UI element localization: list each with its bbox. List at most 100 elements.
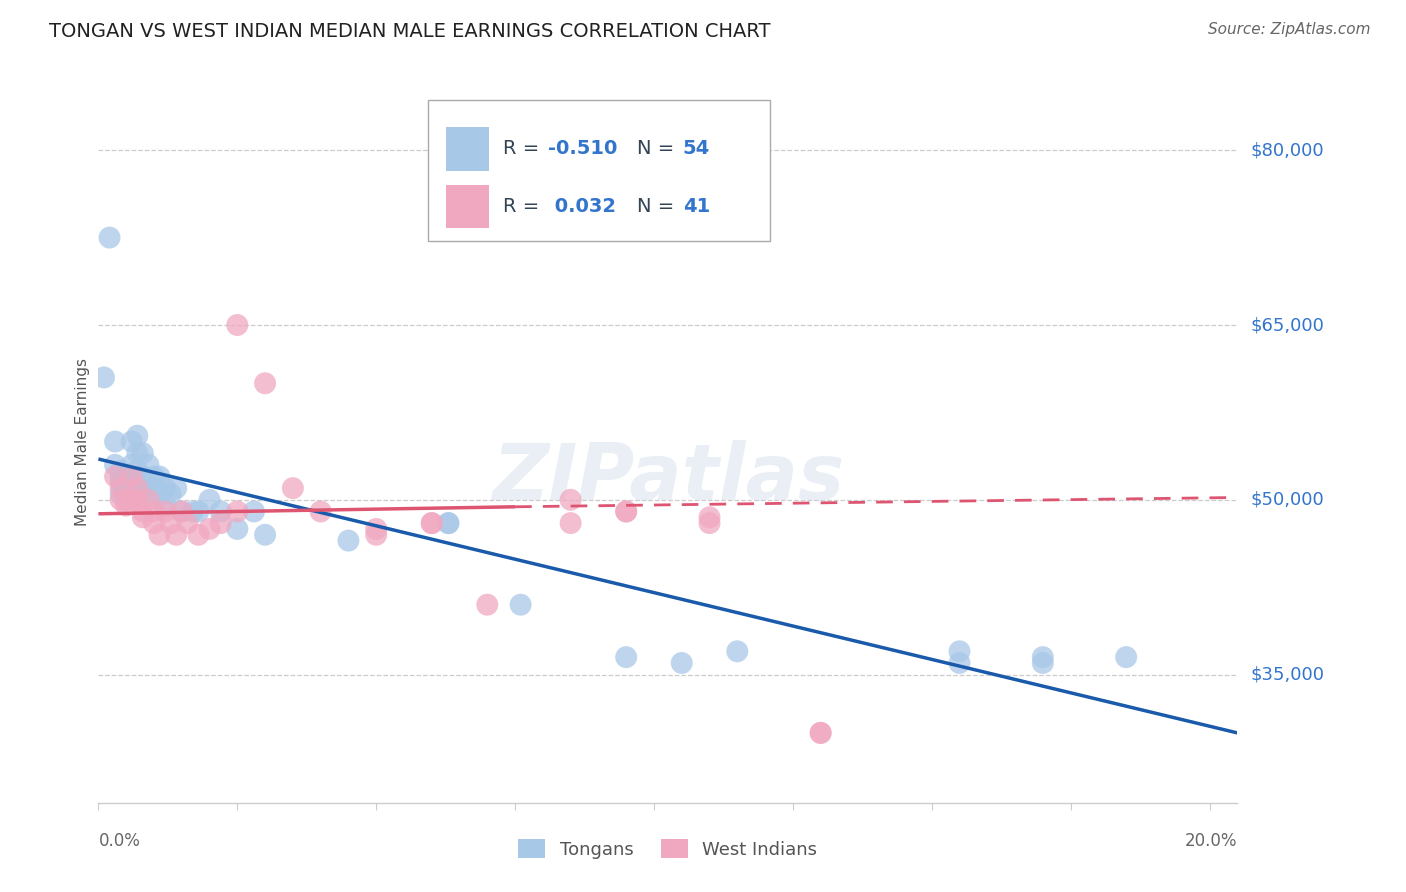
Text: 54: 54 xyxy=(683,139,710,159)
West Indians xyxy=(110,492,132,507)
Tongans xyxy=(110,487,132,501)
Text: $35,000: $35,000 xyxy=(1251,665,1324,683)
West Indians xyxy=(614,504,637,518)
Tongans xyxy=(254,528,277,542)
Tongans xyxy=(437,516,460,530)
West Indians xyxy=(121,469,143,483)
West Indians xyxy=(127,481,149,495)
West Indians xyxy=(560,492,582,507)
West Indians xyxy=(165,528,187,542)
Tongans xyxy=(143,481,166,495)
West Indians xyxy=(699,516,721,530)
Tongans xyxy=(110,469,132,483)
West Indians xyxy=(366,528,388,542)
Tongans xyxy=(614,650,637,665)
West Indians xyxy=(159,516,181,530)
Text: 41: 41 xyxy=(683,197,710,216)
FancyBboxPatch shape xyxy=(446,128,489,170)
Tongans xyxy=(671,656,693,670)
Tongans xyxy=(132,481,155,495)
Tongans xyxy=(138,487,160,501)
Tongans xyxy=(165,481,187,495)
Tongans xyxy=(187,504,209,518)
Tongans xyxy=(1115,650,1137,665)
West Indians xyxy=(110,481,132,495)
Tongans xyxy=(98,230,121,244)
West Indians xyxy=(148,528,170,542)
Tongans xyxy=(170,504,193,518)
West Indians xyxy=(153,504,176,518)
Tongans xyxy=(143,469,166,483)
Text: $65,000: $65,000 xyxy=(1251,316,1324,334)
Tongans xyxy=(115,469,138,483)
Tongans xyxy=(198,492,221,507)
Tongans xyxy=(115,492,138,507)
West Indians xyxy=(420,516,443,530)
West Indians xyxy=(115,492,138,507)
West Indians xyxy=(104,469,127,483)
Tongans xyxy=(337,533,360,548)
West Indians xyxy=(560,516,582,530)
West Indians xyxy=(143,516,166,530)
Tongans xyxy=(209,504,232,518)
Tongans xyxy=(127,428,149,442)
Legend: Tongans, West Indians: Tongans, West Indians xyxy=(512,832,824,866)
West Indians xyxy=(143,504,166,518)
West Indians xyxy=(810,726,832,740)
West Indians xyxy=(254,376,277,391)
Tongans xyxy=(121,458,143,472)
Text: R =: R = xyxy=(503,139,546,159)
Tongans xyxy=(1032,656,1054,670)
West Indians xyxy=(187,528,209,542)
Text: 20.0%: 20.0% xyxy=(1185,832,1237,850)
West Indians xyxy=(420,516,443,530)
Tongans xyxy=(509,598,531,612)
Tongans xyxy=(153,481,176,495)
Text: N =: N = xyxy=(637,139,681,159)
Text: ZIPatlas: ZIPatlas xyxy=(492,440,844,516)
Tongans xyxy=(153,499,176,513)
Tongans xyxy=(159,487,181,501)
Tongans xyxy=(1032,650,1054,665)
Tongans xyxy=(243,504,266,518)
Tongans xyxy=(127,446,149,460)
Text: -0.510: -0.510 xyxy=(548,139,617,159)
Tongans xyxy=(127,464,149,478)
West Indians xyxy=(226,504,249,518)
West Indians xyxy=(477,598,499,612)
Tongans xyxy=(121,469,143,483)
Tongans xyxy=(132,469,155,483)
Text: $50,000: $50,000 xyxy=(1251,491,1324,508)
West Indians xyxy=(810,726,832,740)
West Indians xyxy=(176,516,198,530)
Tongans xyxy=(110,475,132,490)
FancyBboxPatch shape xyxy=(427,100,770,242)
Text: $80,000: $80,000 xyxy=(1251,141,1324,159)
West Indians xyxy=(121,492,143,507)
West Indians xyxy=(281,481,304,495)
Tongans xyxy=(181,504,204,518)
West Indians xyxy=(138,492,160,507)
West Indians xyxy=(170,504,193,518)
Y-axis label: Median Male Earnings: Median Male Earnings xyxy=(75,358,90,525)
Tongans xyxy=(127,481,149,495)
Text: 0.032: 0.032 xyxy=(548,197,616,216)
West Indians xyxy=(127,492,149,507)
Tongans xyxy=(148,487,170,501)
FancyBboxPatch shape xyxy=(446,185,489,228)
West Indians xyxy=(699,510,721,524)
Tongans xyxy=(132,446,155,460)
West Indians xyxy=(366,522,388,536)
Tongans xyxy=(93,370,115,384)
West Indians xyxy=(226,318,249,332)
West Indians xyxy=(132,510,155,524)
Text: R =: R = xyxy=(503,197,546,216)
Tongans xyxy=(115,487,138,501)
Tongans xyxy=(437,516,460,530)
Text: Source: ZipAtlas.com: Source: ZipAtlas.com xyxy=(1208,22,1371,37)
Tongans xyxy=(104,458,127,472)
Tongans xyxy=(121,481,143,495)
Tongans xyxy=(226,522,249,536)
Tongans xyxy=(948,656,970,670)
West Indians xyxy=(309,504,332,518)
